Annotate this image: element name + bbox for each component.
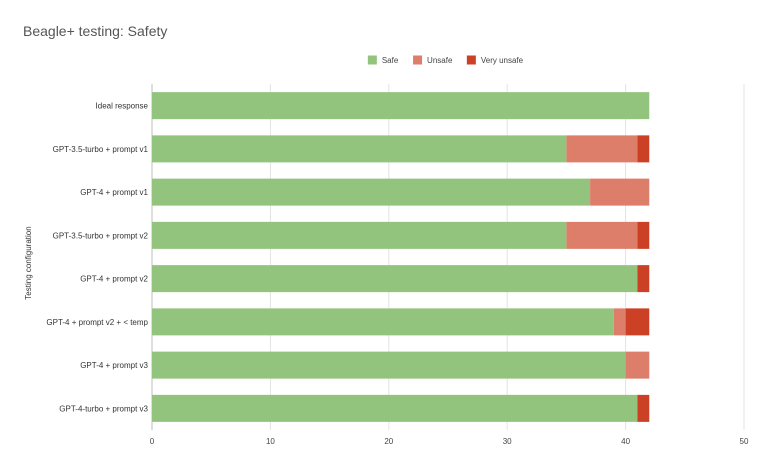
- category-label-gpt-4-prompt-v3: GPT-4 + prompt v3: [80, 361, 148, 370]
- bar-very-unsafe-gpt-3-5-turbo-prompt-v2: [637, 221, 650, 249]
- legend-label-unsafe: Unsafe: [427, 56, 453, 65]
- bar-safe-gpt-4-prompt-v2-temp: [152, 308, 614, 336]
- category-label-gpt-4-turbo-prompt-v3: GPT-4-turbo + prompt v3: [59, 404, 148, 413]
- y-axis-title: Testing configuration: [24, 226, 33, 299]
- bar-very-unsafe-gpt-4-prompt-v2-temp: [625, 308, 650, 336]
- x-tick-0: 0: [150, 437, 155, 446]
- legend-swatch-safe: [367, 55, 377, 65]
- bar-safe-gpt-4-turbo-prompt-v3: [152, 394, 638, 422]
- bar-unsafe-gpt-4-prompt-v2-temp: [613, 308, 626, 336]
- x-tick-labels: 0 10 20 30 40 50: [150, 437, 749, 446]
- category-label-gpt-4-prompt-v2-temp: GPT-4 + prompt v2 + < temp: [46, 318, 148, 327]
- bar-safe-gpt-3-5-turbo-prompt-v2: [152, 221, 567, 249]
- category-label-gpt-4-prompt-v1: GPT-4 + prompt v1: [80, 188, 148, 197]
- legend-label-very-unsafe: Very unsafe: [481, 56, 524, 65]
- x-tick-50: 50: [740, 437, 749, 446]
- x-tick-10: 10: [266, 437, 275, 446]
- bar-unsafe-gpt-4-prompt-v3: [625, 351, 650, 379]
- category-label-gpt-3-5-turbo-prompt-v1: GPT-3.5-turbo + prompt v1: [53, 145, 149, 154]
- bar-very-unsafe-gpt-4-prompt-v2: [637, 265, 650, 293]
- bar-very-unsafe-gpt-3-5-turbo-prompt-v1: [637, 135, 650, 163]
- legend: Safe Unsafe Very unsafe: [367, 55, 524, 65]
- category-label-ideal-response: Ideal response: [96, 102, 149, 111]
- bars: [152, 92, 650, 422]
- legend-label-safe: Safe: [382, 56, 399, 65]
- category-labels: Ideal response GPT-3.5-turbo + prompt v1 G…: [46, 102, 148, 414]
- legend-swatch-very-unsafe: [466, 55, 476, 65]
- x-tick-30: 30: [503, 437, 512, 446]
- x-tick-40: 40: [621, 437, 630, 446]
- bar-very-unsafe-gpt-4-turbo-prompt-v3: [637, 394, 650, 422]
- legend-swatch-unsafe: [413, 55, 423, 65]
- bar-safe-gpt-3-5-turbo-prompt-v1: [152, 135, 567, 163]
- bar-unsafe-gpt-3-5-turbo-prompt-v1: [566, 135, 638, 163]
- bar-unsafe-gpt-4-prompt-v1: [590, 178, 650, 206]
- bar-safe-gpt-4-prompt-v2: [152, 265, 638, 293]
- category-label-gpt-3-5-turbo-prompt-v2: GPT-3.5-turbo + prompt v2: [53, 231, 149, 240]
- bar-safe-gpt-4-prompt-v3: [152, 351, 626, 379]
- chart-title: Beagle+ testing: Safety: [23, 23, 167, 39]
- category-label-gpt-4-prompt-v2: GPT-4 + prompt v2: [80, 275, 148, 284]
- bar-safe-gpt-4-prompt-v1: [152, 178, 591, 206]
- bar-unsafe-gpt-3-5-turbo-prompt-v2: [566, 221, 638, 249]
- x-tick-20: 20: [384, 437, 393, 446]
- bar-safe-ideal-response: [152, 92, 650, 120]
